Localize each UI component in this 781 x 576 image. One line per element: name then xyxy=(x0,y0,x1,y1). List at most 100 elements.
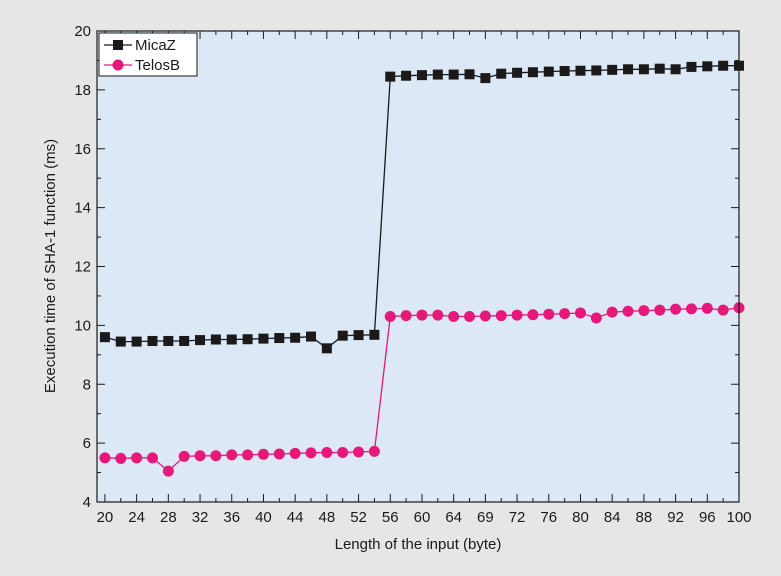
legend-marker xyxy=(113,40,123,50)
x-tick-label: 36 xyxy=(223,509,240,526)
legend-label: MicaZ xyxy=(135,37,176,54)
data-point xyxy=(686,61,697,72)
data-point xyxy=(115,452,127,464)
data-point xyxy=(131,452,143,464)
data-point xyxy=(717,304,729,316)
data-point xyxy=(384,311,396,323)
data-point xyxy=(448,69,459,80)
data-point xyxy=(480,73,491,84)
data-point xyxy=(479,310,491,322)
x-tick-label: 28 xyxy=(160,509,177,526)
data-point xyxy=(178,450,190,462)
data-point xyxy=(401,70,412,81)
data-point xyxy=(369,329,380,340)
legend-marker xyxy=(112,59,124,71)
series-micaz xyxy=(99,60,744,354)
data-point xyxy=(400,310,412,322)
data-point xyxy=(623,64,634,75)
data-point xyxy=(527,67,538,78)
data-point xyxy=(718,60,729,71)
data-point xyxy=(337,447,349,459)
y-axis-ticks: 4 6 8 10 12 14 16 18 20 xyxy=(74,23,739,511)
data-point xyxy=(574,307,586,319)
plot-frame xyxy=(96,30,740,503)
data-point xyxy=(115,336,126,347)
data-point xyxy=(195,335,206,346)
data-point xyxy=(353,446,365,458)
data-point xyxy=(559,308,571,320)
y-tick-label: 4 xyxy=(83,494,91,511)
data-point xyxy=(290,332,301,343)
data-point xyxy=(210,334,221,345)
x-tick-label: 20 xyxy=(97,509,114,526)
x-tick-label: 52 xyxy=(350,509,367,526)
data-point xyxy=(670,303,682,315)
legend-label: TelosB xyxy=(135,57,180,74)
x-tick-label: 44 xyxy=(287,509,304,526)
data-point xyxy=(305,447,317,459)
data-point xyxy=(670,64,681,75)
x-tick-label: 96 xyxy=(699,509,716,526)
data-point xyxy=(416,309,428,321)
data-point xyxy=(321,343,332,354)
data-point xyxy=(543,66,554,77)
data-point xyxy=(464,69,475,80)
data-point xyxy=(146,452,158,464)
x-tick-label: 84 xyxy=(604,509,621,526)
data-point xyxy=(257,448,269,460)
data-point xyxy=(606,306,618,318)
data-point xyxy=(226,449,238,461)
data-point xyxy=(511,309,523,321)
data-point xyxy=(242,334,253,345)
legend-items: MicaZ TelosB xyxy=(104,37,180,74)
x-tick-label: 32 xyxy=(192,509,209,526)
data-point xyxy=(147,335,158,346)
y-tick-label: 6 xyxy=(83,435,91,452)
data-point xyxy=(590,312,602,324)
y-tick-label: 16 xyxy=(74,141,91,158)
y-tick-label: 10 xyxy=(74,317,91,334)
x-tick-label: 92 xyxy=(667,509,684,526)
data-point xyxy=(448,311,460,323)
y-tick-label: 8 xyxy=(83,376,91,393)
data-point xyxy=(131,336,142,347)
data-point xyxy=(543,308,555,320)
x-axis-label: Length of the input (byte) xyxy=(335,536,502,553)
data-point xyxy=(432,309,444,321)
data-point xyxy=(226,334,237,345)
y-tick-label: 18 xyxy=(74,82,91,99)
y-axis-label: Execution time of SHA-1 function (ms) xyxy=(42,139,59,393)
data-point xyxy=(654,63,665,74)
data-point xyxy=(210,450,222,462)
legend: MicaZ TelosB xyxy=(98,32,198,77)
x-tick-label: 40 xyxy=(255,509,272,526)
x-tick-label: 64 xyxy=(445,509,462,526)
data-point xyxy=(179,335,190,346)
data-point xyxy=(622,305,634,317)
series-telosb xyxy=(99,302,745,477)
y-tick-label: 20 xyxy=(74,23,91,40)
data-point xyxy=(527,309,539,321)
y-tick-label: 14 xyxy=(74,200,91,217)
x-tick-label: 76 xyxy=(540,509,557,526)
data-point xyxy=(607,64,618,75)
data-point xyxy=(495,310,507,322)
data-point xyxy=(701,302,713,314)
x-tick-label: 72 xyxy=(509,509,526,526)
data-point xyxy=(512,67,523,78)
data-point xyxy=(162,465,174,477)
y-tick-label: 12 xyxy=(74,259,91,276)
data-point xyxy=(432,69,443,80)
x-tick-label: 56 xyxy=(382,509,399,526)
data-point xyxy=(194,450,206,462)
data-point xyxy=(638,64,649,75)
data-point xyxy=(258,333,269,344)
data-point xyxy=(702,61,713,72)
data-point xyxy=(638,305,650,317)
data-point xyxy=(559,66,570,77)
data-point xyxy=(273,448,285,460)
series-layer xyxy=(99,60,745,477)
data-point xyxy=(685,303,697,315)
data-point xyxy=(575,65,586,76)
